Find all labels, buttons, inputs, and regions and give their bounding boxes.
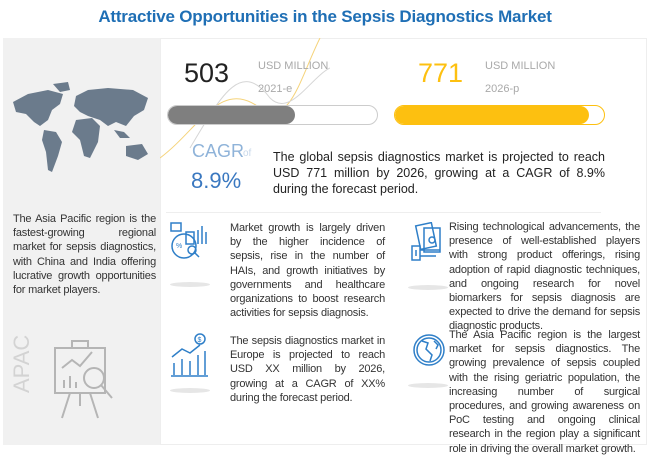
region-label: APAC [7, 335, 35, 395]
analytics-report-icon: % [170, 222, 207, 259]
apac-summary-text: The Asia Pacific region is the fastest-g… [13, 213, 156, 297]
divider [166, 212, 601, 213]
insight-text-europe: The sepsis diagnostics market in Europe … [230, 335, 385, 404]
presentation-analysis-icon [54, 340, 113, 419]
insight-text-drivers: Market growth is largely driven by the h… [230, 222, 385, 320]
progress-bar-2026 [394, 105, 605, 125]
icon-shadow [408, 285, 448, 290]
year-2026: 2026-p [485, 83, 520, 95]
progress-fill-2021 [168, 106, 296, 124]
cagr-of: of [243, 148, 252, 159]
main-panel [160, 38, 647, 445]
page-title: Attractive Opportunities in the Sepsis D… [98, 7, 552, 26]
money-hand-icon [411, 222, 441, 261]
world-map-icon [13, 82, 148, 172]
growth-chart-dollar-icon: $ [171, 333, 208, 377]
icon-shadow [170, 282, 210, 287]
svg-text:%: % [176, 243, 182, 250]
globe-icon [413, 334, 445, 366]
value-2021: 503 [184, 58, 230, 88]
insight-text-asia-pacific: The Asia Pacific region is the largest m… [449, 329, 640, 455]
cagr-value: 8.9% [191, 168, 242, 193]
year-2021: 2021-e [258, 83, 293, 95]
market-summary: The global sepsis diagnostics market is … [273, 150, 605, 196]
progress-bar-2021 [167, 105, 378, 125]
unit-2026: USD MILLION [485, 60, 556, 72]
icon-shadow [408, 383, 448, 388]
cagr-label: CAGR [192, 141, 245, 161]
unit-2021: USD MILLION [258, 60, 329, 72]
svg-text:$: $ [198, 337, 202, 344]
insight-text-technology: Rising technological advancements, the p… [449, 221, 640, 333]
progress-fill-2026 [395, 106, 590, 124]
apac-label: APAC [9, 334, 34, 393]
value-2026: 771 [418, 58, 464, 88]
icon-shadow [170, 388, 210, 393]
